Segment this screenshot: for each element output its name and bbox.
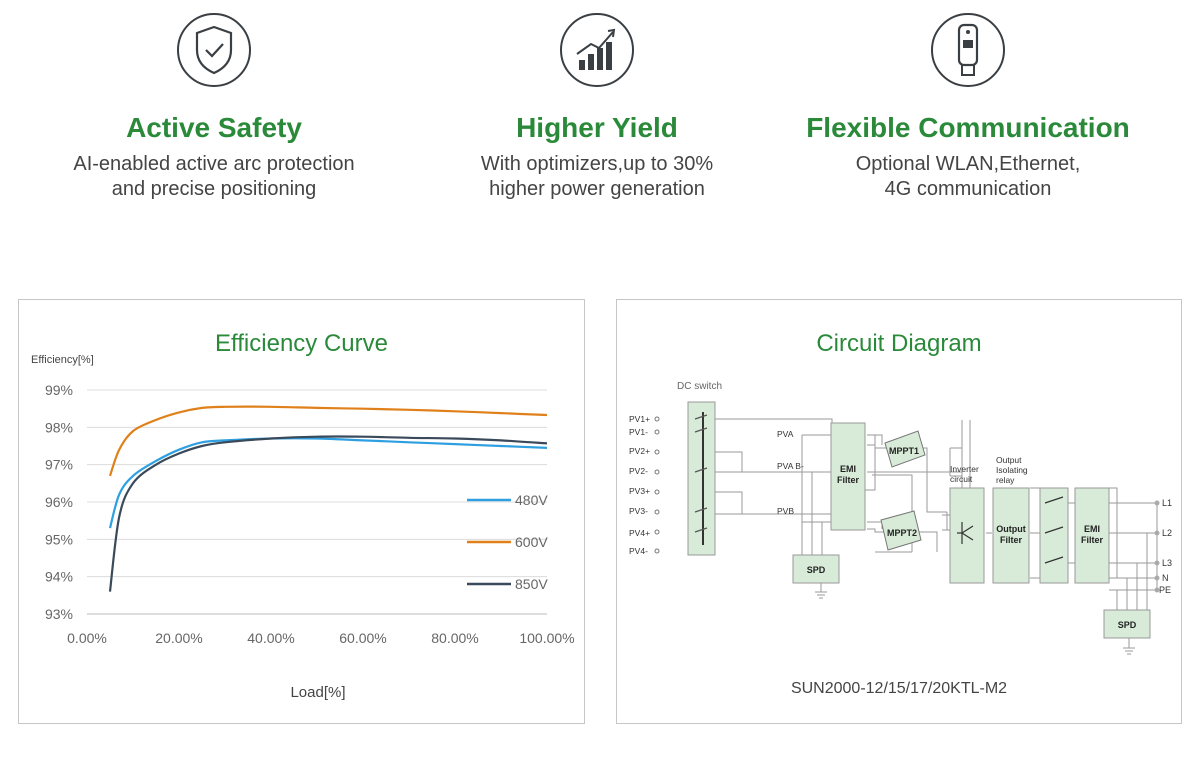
rising-bars-icon — [557, 10, 637, 90]
circuit-panel: Circuit Diagram — [616, 299, 1182, 724]
emi-label-1: EMI — [1084, 524, 1100, 534]
y-tick-label: 95% — [45, 531, 73, 547]
legend-label: 850V — [515, 576, 548, 592]
dc-switch — [687, 401, 716, 556]
feature-desc-line: 4G communication — [884, 178, 1052, 200]
output-label: L3 — [1162, 558, 1172, 568]
y-tick-label: 97% — [45, 457, 73, 473]
pv-label: PV2- — [629, 466, 648, 476]
ofilter-label-1: Output — [996, 524, 1026, 534]
pvab-label: PVA B- — [777, 461, 804, 471]
efficiency-chart: Efficiency[%] Load[%] 93% 94% 95% 96% 97% 98%… — [31, 354, 575, 701]
feature-desc-line: AI-enabled active arc protection — [73, 153, 355, 175]
legend-label: 480V — [515, 492, 548, 508]
x-tick-label: 0.00% — [67, 630, 107, 646]
pvb-label: PVB — [777, 506, 794, 516]
feature-desc-line: Optional WLAN,Ethernet, — [855, 153, 1081, 175]
y-tick-label: 99% — [45, 382, 73, 398]
spd-right — [1103, 609, 1151, 639]
mppt2-label: MPPT2 — [887, 528, 917, 538]
output-label: PE — [1159, 585, 1171, 595]
feature-desc-line: and precise positioning — [111, 178, 317, 200]
chart-title: Efficiency Curve — [215, 330, 388, 357]
feature-active-safety: Active Safety AI-enabled active arc prot… — [24, 10, 404, 202]
emi-label-2: Filter — [837, 475, 860, 485]
pv-label: PV3+ — [629, 486, 650, 496]
y-tick-label: 94% — [45, 569, 73, 585]
feature-title: Flexible Communication — [806, 112, 1130, 143]
efficiency-panel: Efficiency Curve Efficiency[%] Load[%] 9… — [18, 299, 585, 724]
mppt1-block: MPPT1 — [884, 430, 926, 468]
model-label: SUN2000-12/15/17/20KTL-M2 — [790, 680, 1008, 697]
y-tick-label: 98% — [45, 419, 73, 435]
mppt1-label: MPPT1 — [889, 446, 919, 456]
output-label: L1 — [1162, 498, 1172, 508]
output-label: N — [1162, 573, 1169, 583]
ofilter-label-2: Filter — [1000, 535, 1023, 545]
x-axis-label: Load[%] — [290, 684, 345, 701]
series-line-600v — [108, 405, 548, 477]
feature-title: Higher Yield — [516, 112, 678, 143]
dongle-icon — [928, 10, 1008, 90]
x-tick-label: 80.00% — [431, 630, 478, 646]
shield-check-icon — [174, 10, 254, 90]
relay-block — [1039, 487, 1069, 584]
output-label: L2 — [1162, 528, 1172, 538]
feature-desc-line: higher power generation — [489, 178, 705, 200]
spd-label: SPD — [1118, 620, 1137, 630]
pv-label: PV4- — [629, 546, 648, 556]
x-tick-label: 60.00% — [339, 630, 386, 646]
emi-filter-left — [830, 422, 866, 531]
feature-flexible-communication: Flexible Communication Optional WLAN,Eth… — [778, 10, 1158, 202]
pva-label: PVA — [777, 429, 794, 439]
feature-higher-yield: Higher Yield With optimizers,up to 30% h… — [407, 10, 787, 202]
spd-left — [792, 554, 840, 584]
spd-label: SPD — [807, 565, 826, 575]
pv-label: PV2+ — [629, 446, 650, 456]
dc-switch-label: DC switch — [677, 381, 722, 392]
y-tick-label: 93% — [45, 606, 73, 622]
legend-label: 600V — [515, 534, 548, 550]
output-filter — [992, 487, 1030, 584]
circuit-title: Circuit Diagram — [816, 330, 982, 357]
relay-label-1: Output — [996, 455, 1022, 465]
y-tick-label: 96% — [45, 494, 73, 510]
feature-desc: AI-enabled active arc protection and pre… — [24, 152, 404, 202]
pv-label: PV1- — [629, 427, 648, 437]
pv-label: PV4+ — [629, 528, 650, 538]
inverter-label-1: Inverter — [950, 464, 979, 474]
feature-desc: With optimizers,up to 30% higher power g… — [407, 152, 787, 202]
pv-label: PV1+ — [629, 414, 650, 424]
relay-label-3: relay — [996, 475, 1015, 485]
series-line-480v — [108, 437, 548, 529]
inverter-label-2: circuit — [950, 474, 973, 484]
emi-label-2: Filter — [1081, 535, 1104, 545]
emi-label-1: EMI — [840, 464, 856, 474]
y-axis-label: Efficiency[%] — [31, 354, 94, 366]
x-tick-label: 20.00% — [155, 630, 202, 646]
x-tick-label: 40.00% — [247, 630, 294, 646]
relay-label-2: Isolating — [996, 465, 1028, 475]
feature-title: Active Safety — [126, 112, 302, 143]
emi-filter-right — [1074, 487, 1110, 584]
feature-desc-line: With optimizers,up to 30% — [480, 153, 714, 175]
circuit-diagram: DC switch PV1+ PV1- PV2+ PV2- PV3+ PV3- … — [629, 381, 1172, 655]
mppt2-block: MPPT2 — [880, 510, 922, 551]
feature-desc: Optional WLAN,Ethernet, 4G communication — [778, 152, 1158, 202]
pv-label: PV3- — [629, 506, 648, 516]
series-line-850v — [108, 435, 548, 592]
x-tick-label: 100.00% — [519, 630, 574, 646]
